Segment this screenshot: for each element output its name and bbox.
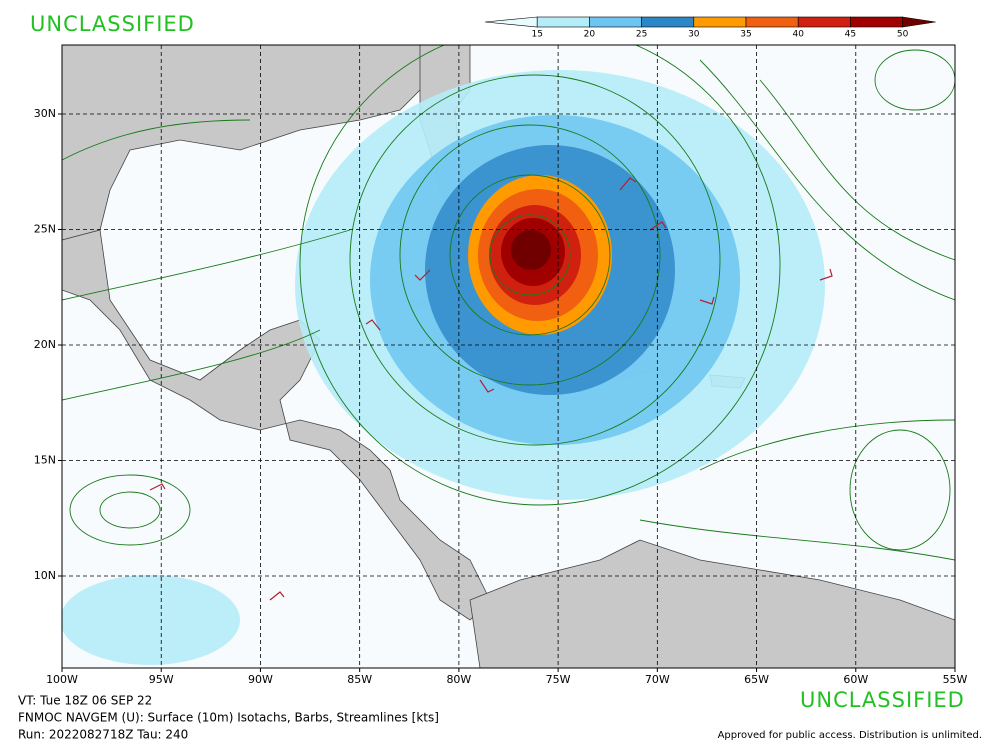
isotachs — [62, 70, 825, 665]
x-tick-label: 100W — [46, 673, 78, 686]
colorbar-segment — [641, 16, 695, 28]
colorbar-tick-label: 35 — [740, 30, 751, 40]
colorbar-tick-label: 50 — [897, 30, 909, 40]
y-tick-label: 15N — [34, 454, 56, 467]
colorbar-tick-label: 20 — [584, 30, 596, 40]
run-info: Run: 2022082718Z Tau: 240 — [18, 728, 188, 742]
map-area — [62, 45, 955, 668]
colorbar-tick-label: 45 — [845, 30, 856, 40]
colorbar-tick-label: 30 — [688, 30, 700, 40]
x-tick-label: 90W — [248, 673, 273, 686]
x-tick-label: 95W — [149, 673, 174, 686]
graticule — [62, 45, 955, 668]
x-tick-label: 70W — [645, 673, 670, 686]
streamlines — [62, 45, 955, 561]
x-tick-label: 85W — [347, 673, 372, 686]
y-tick-label: 30N — [34, 107, 56, 120]
colorbar-tick-label: 25 — [636, 30, 647, 40]
classification-bottom: UNCLASSIFIED — [800, 688, 965, 712]
x-tick-label: 80W — [446, 673, 471, 686]
x-tick-label: 55W — [943, 673, 968, 686]
colorbar-tick-label: 15 — [531, 30, 542, 40]
x-tick-label: 75W — [546, 673, 571, 686]
wind-barbs — [149, 177, 833, 601]
y-tick-label: 25N — [34, 223, 56, 236]
valid-time: VT: Tue 18Z 06 SEP 22 — [18, 694, 152, 708]
x-tick-label: 60W — [843, 673, 868, 686]
colorbar-segment — [850, 16, 903, 28]
y-tick-label: 20N — [34, 338, 56, 351]
colorbar-arrow — [902, 16, 936, 28]
x-tick-label: 65W — [744, 673, 769, 686]
axis-labels: 100W 95W 90W 85W 80W 75W 70W 65W 60W 55W 30N 25N 20N… — [34, 107, 968, 686]
colorbar-segment — [536, 16, 590, 28]
map-frame — [61, 44, 956, 669]
colorbar-arrow — [484, 16, 538, 28]
y-tick-label: 10N — [34, 569, 56, 582]
colorbar: 15 20 25 30 35 40 45 50 — [484, 16, 936, 40]
colorbar-segment — [797, 16, 851, 28]
colorbar-tick-label: 40 — [792, 30, 804, 40]
classification-top: UNCLASSIFIED — [30, 12, 195, 36]
colorbar-segment — [693, 16, 747, 28]
release-statement: Approved for public access. Distribution… — [718, 730, 982, 741]
colorbar-segment — [745, 16, 799, 28]
product-description: FNMOC NAVGEM (U): Surface (10m) Isotachs… — [18, 711, 439, 725]
colorbar-segment — [589, 16, 642, 28]
